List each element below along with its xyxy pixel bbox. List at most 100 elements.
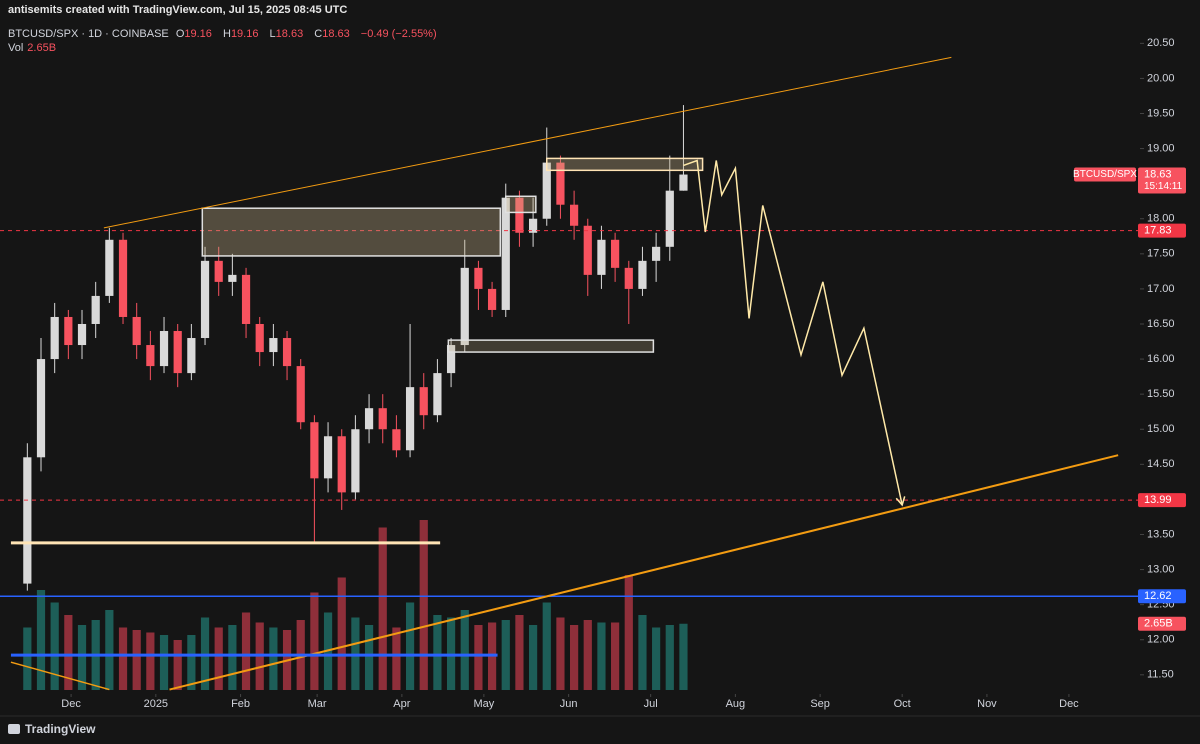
- volume-bar: [419, 520, 428, 690]
- level-tag-label: 17.83: [1144, 225, 1172, 237]
- candle-body: [337, 436, 346, 493]
- ohlc-value: 18.63: [322, 28, 350, 40]
- candle-body: [241, 274, 251, 324]
- candle-body: [419, 387, 428, 416]
- ohlc-label: O: [175, 28, 185, 40]
- candle-body: [105, 239, 114, 296]
- ohlc-high: H19.16: [223, 28, 262, 40]
- projection-arrowhead: [895, 496, 906, 507]
- y-tick-label: 14.50: [1147, 458, 1175, 470]
- level-tag: [1138, 223, 1186, 238]
- candle-body: [665, 190, 674, 247]
- candle-body: [446, 345, 456, 374]
- volume-bar: [597, 622, 606, 690]
- candle-body: [624, 267, 633, 289]
- volume-bar: [105, 610, 114, 690]
- candle-body: [597, 239, 606, 275]
- zone-box: [546, 157, 704, 172]
- y-tick-label: 11.50: [1147, 669, 1174, 681]
- candle-body: [323, 436, 333, 479]
- volume-value: 2.65B: [27, 42, 57, 54]
- ohlc-value: 19.16: [230, 28, 259, 40]
- candle-body: [146, 345, 155, 367]
- volume-bar: [241, 612, 251, 690]
- candle-body: [118, 239, 128, 317]
- x-tick-label: Oct: [894, 698, 911, 710]
- candle-body: [638, 260, 647, 289]
- y-tick-label: 20.00: [1147, 72, 1175, 84]
- y-tick-label: 16.50: [1147, 318, 1175, 330]
- volume-bar: [528, 625, 538, 690]
- candle-body: [570, 204, 579, 226]
- logo: TradingView: [8, 722, 96, 736]
- volume-bar: [624, 575, 633, 690]
- candle-body: [228, 274, 237, 282]
- projection-path: [683, 159, 903, 506]
- logo-icon: [8, 724, 20, 734]
- volume-bar: [405, 602, 415, 690]
- candle-body: [528, 218, 538, 233]
- volume-bar: [214, 627, 223, 690]
- y-tick-label: 17.50: [1147, 248, 1175, 260]
- volume-bar: [64, 615, 73, 690]
- x-tick-label: Feb: [231, 698, 250, 710]
- level-tag-label: 12.62: [1144, 590, 1172, 602]
- candle-body: [282, 338, 292, 367]
- ohlc-label: L: [269, 28, 276, 40]
- ohlc-low: L18.63: [270, 28, 308, 40]
- candle-body: [474, 267, 483, 289]
- volume-bar: [310, 592, 319, 690]
- y-tick-label: 15.50: [1147, 388, 1175, 400]
- y-tick-label: 20.50: [1147, 37, 1175, 49]
- candle-body: [405, 387, 415, 451]
- x-tick-label: Jul: [644, 698, 658, 710]
- x-tick-label: Mar: [308, 698, 327, 710]
- y-tick-label: 18.00: [1147, 213, 1175, 225]
- price-tag-name: BTCUSD/SPX: [1073, 169, 1137, 180]
- ohlc-close: C18.63: [314, 28, 353, 40]
- volume-bar: [77, 625, 87, 690]
- candle-body: [187, 338, 196, 374]
- level-tag-label: 13.99: [1144, 494, 1172, 506]
- volume-bar: [583, 620, 592, 690]
- candle-body: [200, 260, 210, 339]
- y-tick-label: 13.00: [1147, 563, 1175, 575]
- volume-bar: [50, 602, 59, 690]
- volume-legend: Vol 2.65B: [8, 42, 60, 54]
- candle-body: [214, 260, 223, 282]
- candle-body: [255, 323, 264, 353]
- candle-body: [77, 323, 87, 346]
- price-tag-countdown: 15:14:11: [1144, 181, 1183, 192]
- candle-body: [501, 197, 510, 310]
- candle-body: [611, 239, 620, 268]
- volume-bar: [228, 625, 237, 690]
- x-tick-label: 2025: [144, 698, 168, 710]
- volume-bar: [474, 625, 483, 690]
- x-tick-label: Dec: [1059, 698, 1079, 710]
- y-tick-label: 17.00: [1147, 283, 1175, 295]
- volume-bar: [556, 617, 565, 690]
- candle-body: [23, 457, 32, 584]
- level-tag: [1138, 493, 1186, 508]
- credit: antisemits created with TradingView.com,…: [8, 4, 348, 16]
- candle-body: [36, 359, 46, 458]
- candle-body: [159, 331, 169, 367]
- ohlc-open: O19.16: [176, 28, 216, 40]
- candle-body: [364, 408, 374, 430]
- volume-bar: [364, 625, 374, 690]
- candle-body: [91, 295, 100, 324]
- price-tag-price: 18.63: [1144, 168, 1172, 180]
- volume-bar: [638, 615, 647, 690]
- volume-bar: [159, 635, 169, 690]
- y-tick-label: 15.00: [1147, 423, 1175, 435]
- volume-bar: [378, 527, 387, 690]
- ohlc-value: 18.63: [275, 28, 304, 40]
- volume-bar: [611, 622, 620, 690]
- candle-body: [515, 197, 524, 233]
- volume-bar: [132, 630, 141, 690]
- y-tick-label: 19.50: [1147, 107, 1175, 119]
- ohlc-label: C: [314, 28, 323, 40]
- zone-box: [447, 339, 655, 353]
- legend-row: BTCUSD/SPX · 1D · COINBASE O19.16 H19.16…: [8, 28, 441, 40]
